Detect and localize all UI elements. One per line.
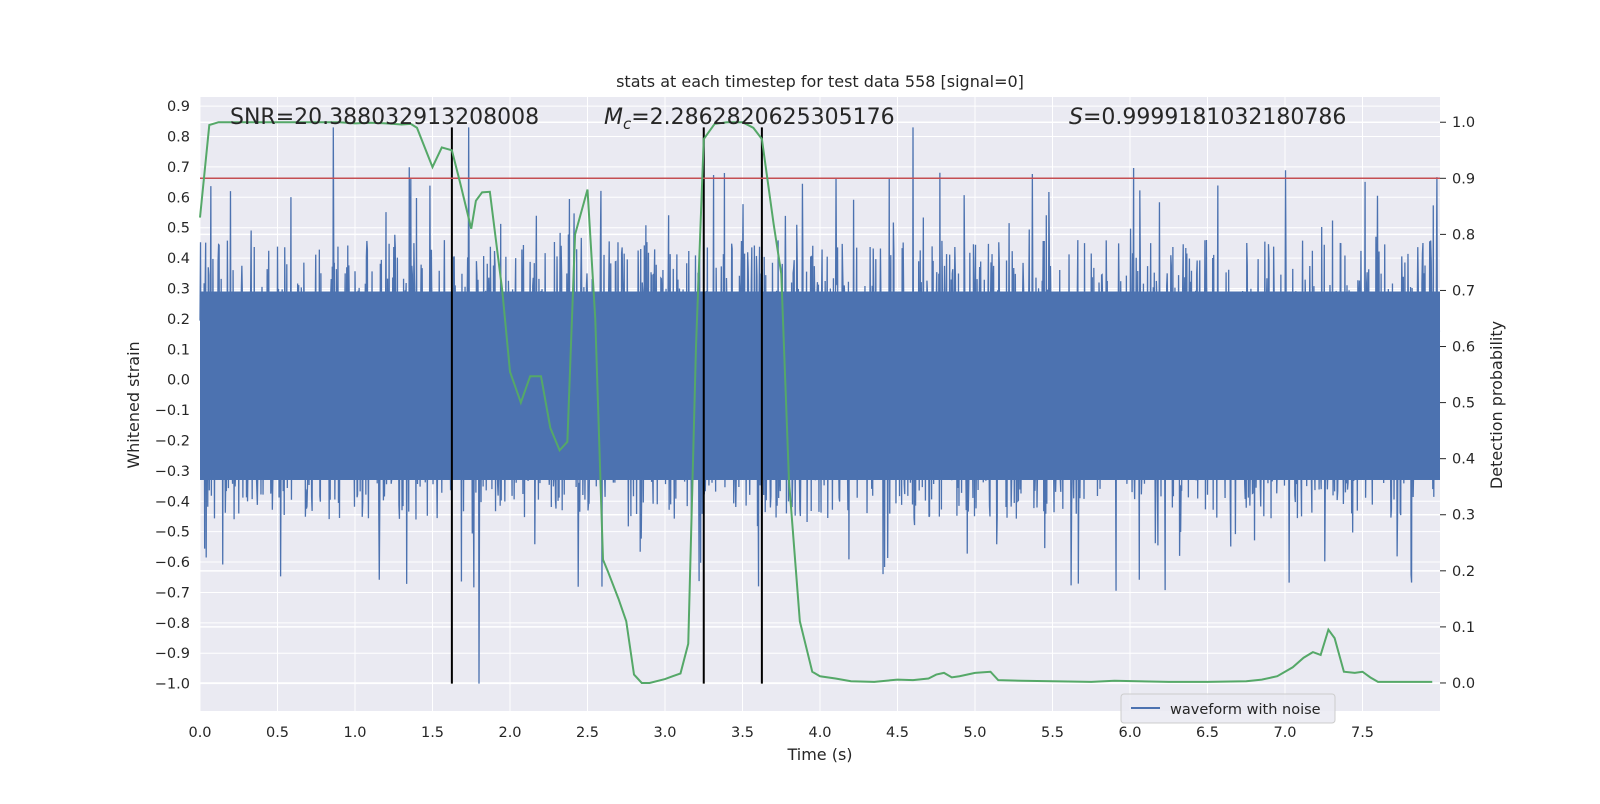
detection-probability-series — [199, 121, 1433, 684]
y-tick-label: −0.5 — [155, 525, 190, 541]
y-tick-label: 0.4 — [167, 251, 190, 267]
y2-axis-label: Detection probability — [1487, 321, 1506, 489]
y2-tick-label: 0.5 — [1452, 396, 1475, 412]
y2-tick-label: 0.1 — [1452, 620, 1475, 636]
significance-annotation: S=0.9999181032180786 — [1069, 105, 1346, 130]
y-tick-label: 0.2 — [167, 312, 190, 328]
y2-tick-label: 1.0 — [1452, 115, 1475, 131]
y-tick-label: 0.8 — [167, 130, 190, 146]
y2-tick-label: 0.3 — [1452, 508, 1475, 524]
y2-tick-label: 0.4 — [1452, 452, 1475, 468]
y2-tick-label: 0.6 — [1452, 340, 1475, 356]
y2-tick-labels: 1.0 0.9 0.8 0.7 0.6 0.5 0.4 0.3 0.2 0.1 0.0 — [1440, 115, 1475, 692]
y2-tick-label: 0.7 — [1452, 283, 1475, 299]
y2-tick-label: 0.9 — [1452, 171, 1475, 187]
chirp-mass-value: =2.2862820625305176 — [631, 105, 894, 130]
chirp-mass-subscript: c — [623, 115, 632, 133]
x-tick-label: 1.0 — [343, 725, 366, 741]
x-tick-label: 6.0 — [1118, 725, 1141, 741]
y2-tick-label: 0.0 — [1452, 676, 1475, 692]
chirp-mass-annotation: Mc=2.2862820625305176 — [604, 105, 895, 133]
y-axis-label: Whitened strain — [124, 341, 143, 468]
significance-symbol: S — [1069, 105, 1083, 130]
y-tick-label: −0.9 — [155, 646, 190, 662]
chart-title: stats at each timestep for test data 558… — [616, 72, 1024, 91]
detection-probability-line — [199, 121, 1433, 684]
x-axis-label: Time (s) — [786, 745, 852, 764]
snr-annotation: SNR=20.388032913208008 — [230, 105, 539, 130]
x-tick-label: 4.0 — [808, 725, 831, 741]
y-tick-label: −1.0 — [155, 677, 190, 693]
chirp-mass-symbol: M — [604, 105, 623, 130]
y-tick-label: 0.6 — [167, 190, 190, 206]
legend: waveform with noise — [1120, 693, 1336, 724]
x-tick-label: 5.5 — [1041, 725, 1064, 741]
x-tick-label: 3.0 — [653, 725, 676, 741]
y-tick-label: −0.7 — [155, 585, 190, 601]
x-tick-label: 6.5 — [1196, 725, 1219, 741]
x-tick-label: 2.5 — [576, 725, 599, 741]
y2-tick-label: 0.8 — [1452, 227, 1475, 243]
legend-entry-waveform: waveform with noise — [1170, 702, 1321, 718]
y-tick-label: −0.8 — [155, 616, 190, 632]
x-tick-label: 1.5 — [421, 725, 444, 741]
x-tick-label: 0.5 — [266, 725, 289, 741]
waveform-series — [199, 127, 1441, 684]
detection-markers — [450, 127, 763, 684]
significance-value: =0.9999181032180786 — [1083, 105, 1346, 130]
y-tick-label: −0.3 — [155, 464, 190, 480]
y-tick-label: 0.7 — [167, 160, 190, 176]
x-tick-label: 5.0 — [963, 725, 986, 741]
y-tick-label: 0.9 — [167, 99, 190, 115]
x-tick-label: 0.0 — [188, 725, 211, 741]
y-tick-labels: 0.9 0.8 0.7 0.6 0.5 0.4 0.3 0.2 0.1 0.0 −0.1 −0.2 −0… — [155, 99, 190, 693]
y-tick-label: −0.4 — [155, 494, 190, 510]
y-tick-label: 0.3 — [167, 281, 190, 297]
x-tick-label: 7.0 — [1273, 725, 1296, 741]
waveform-core — [200, 291, 1440, 480]
y-tick-label: −0.1 — [155, 403, 190, 419]
x-tick-label: 2.0 — [498, 725, 521, 741]
y-tick-label: −0.2 — [155, 433, 190, 449]
y-tick-label: −0.6 — [155, 555, 190, 571]
y-tick-label: 0.1 — [167, 342, 190, 358]
y-tick-label: 0.5 — [167, 221, 190, 237]
legend-box — [1120, 693, 1336, 724]
y2-tick-label: 0.2 — [1452, 564, 1475, 580]
x-tick-label: 3.5 — [731, 725, 754, 741]
x-tick-labels: 0.0 0.5 1.0 1.5 2.0 2.5 3.0 3.5 4.0 4.5 5.0 5.5 6.0 6… — [188, 725, 1374, 741]
x-tick-label: 4.5 — [886, 725, 909, 741]
y-tick-label: 0.0 — [167, 373, 190, 389]
x-tick-label: 7.5 — [1351, 725, 1374, 741]
